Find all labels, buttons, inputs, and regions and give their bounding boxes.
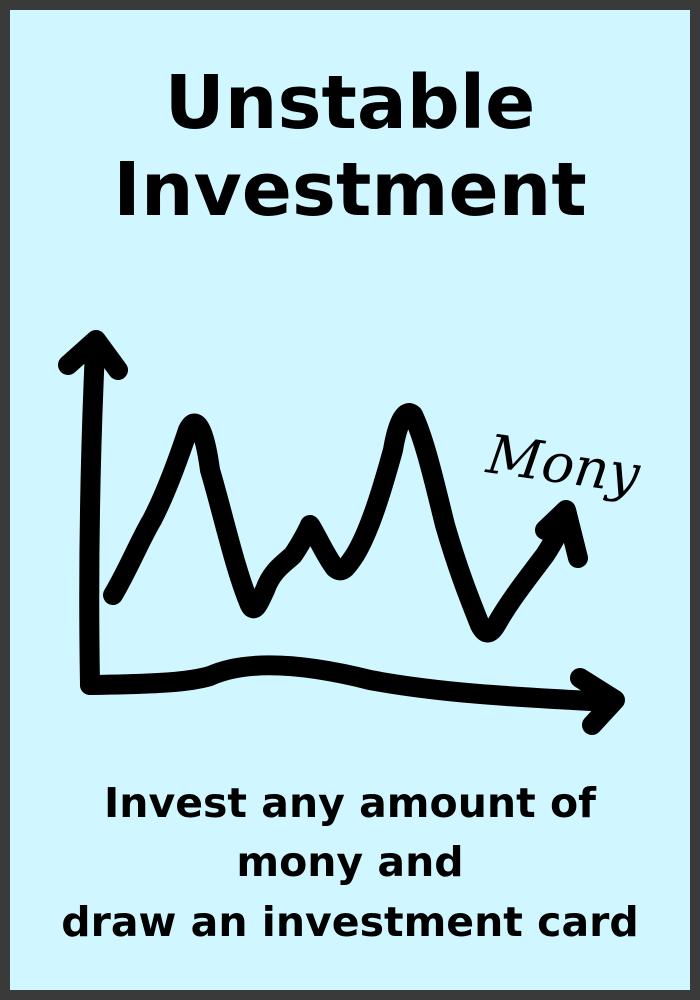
y-axis-arrowhead xyxy=(58,330,128,380)
upturn-arrowhead xyxy=(535,500,588,568)
card-description-line-2: mony and xyxy=(236,838,464,887)
card-description-line-3: draw an investment card xyxy=(61,897,639,946)
volatile-chart-icon: Mony xyxy=(58,330,645,735)
x-axis-arrowhead xyxy=(570,668,625,735)
volatile-line xyxy=(103,403,577,643)
card-title-line-1: Unstable xyxy=(164,60,536,146)
investment-card: Unstable Investment Mony Invest any amou… xyxy=(10,10,690,990)
card-title: Unstable Investment xyxy=(10,60,690,235)
card-description-line-1: Invest any amount of xyxy=(104,779,596,827)
x-axis-line xyxy=(80,655,620,712)
y-axis-line xyxy=(79,340,105,695)
axis-label-mony: Mony xyxy=(482,422,645,506)
card-description: Invest any amount of mony and draw an in… xyxy=(10,774,690,952)
card-title-line-2: Investment xyxy=(113,147,587,234)
